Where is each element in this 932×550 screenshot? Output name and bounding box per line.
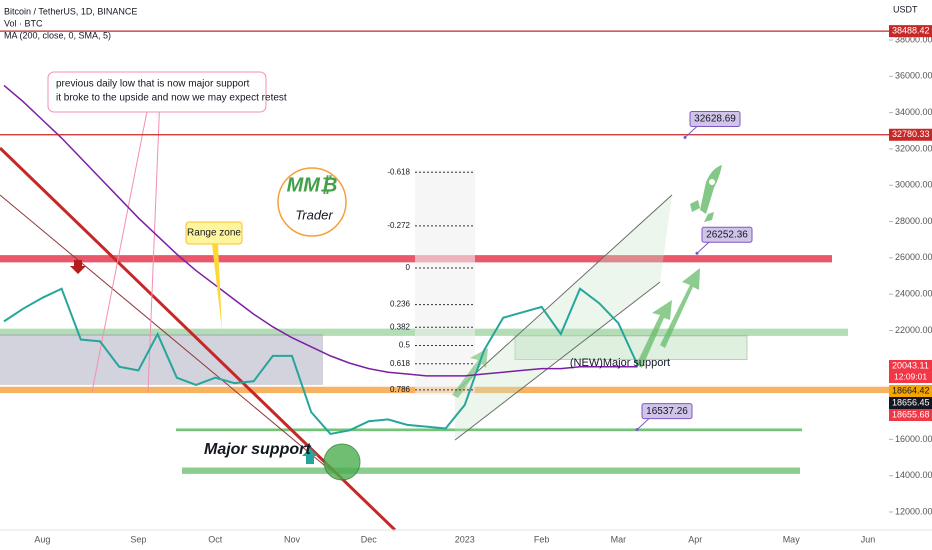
- pointer: [147, 95, 161, 393]
- callout-point: [635, 428, 639, 432]
- y-tick-label: 32000.00: [895, 143, 932, 153]
- trend-line: [0, 194, 331, 471]
- fib-label: 0: [406, 263, 411, 272]
- y-tick-label: 28000.00: [895, 216, 932, 226]
- logo: [277, 167, 347, 237]
- callout-pointer: [696, 240, 711, 254]
- y-tick-label: 34000.00: [895, 107, 932, 117]
- callout-box: [701, 226, 753, 243]
- callout-label: 32628.69: [694, 114, 736, 125]
- arrow: [660, 268, 700, 348]
- price-label-box: [889, 409, 932, 422]
- y-tick-label: 26000.00: [895, 252, 932, 262]
- y-tick-label: 36000.00: [895, 71, 932, 81]
- y-tick-label: 38000.00: [895, 34, 932, 44]
- callout-box: [689, 111, 741, 128]
- price-label: 20043.11: [892, 360, 929, 370]
- price-label-box: [889, 385, 932, 398]
- x-tick-label: Jun: [861, 534, 876, 544]
- range-pointer: [212, 244, 222, 330]
- price-label: 18664.42: [892, 385, 930, 395]
- support-circle: [323, 443, 361, 481]
- note-line: it broke to the upside and now we may ex…: [56, 93, 287, 104]
- x-tick-label: Mar: [611, 534, 627, 544]
- price-line: [3, 287, 639, 436]
- volume-label: Vol · BTC: [4, 18, 43, 28]
- price-label-box: [889, 128, 932, 141]
- ma-label: MA (200, close, 0, SMA, 5): [4, 30, 111, 40]
- x-tick-label: Oct: [208, 534, 223, 544]
- y-tick-label: 24000.00: [895, 289, 932, 299]
- range-label: Range zone: [187, 228, 241, 239]
- fib-label: 0.236: [390, 300, 411, 309]
- fib-label: 0.382: [390, 322, 411, 331]
- callout-point: [683, 136, 687, 140]
- x-tick-label: May: [783, 534, 801, 544]
- callout-label: 26252.36: [706, 229, 748, 240]
- x-tick-label: Apr: [688, 534, 702, 544]
- channel-fill: [455, 195, 672, 440]
- y-tick-label: 22000.00: [895, 325, 932, 335]
- arrow: [452, 348, 488, 398]
- fib-label: -0.272: [387, 221, 410, 230]
- fib-label: 0.5: [399, 341, 411, 350]
- ma-line: [3, 84, 638, 377]
- callout-pointer: [684, 125, 699, 138]
- zone: [176, 428, 802, 432]
- x-tick-label: Sep: [130, 534, 146, 544]
- symbol: Bitcoin / TetherUS, 1D, BINANCE: [4, 6, 137, 16]
- price-label-box: [889, 397, 932, 410]
- x-tick-label: Dec: [361, 534, 378, 544]
- logo-top: MM₿: [287, 174, 338, 196]
- up-arrow: [302, 448, 318, 464]
- countdown: 12:09:01: [894, 372, 927, 382]
- fib-label: 0.618: [390, 359, 411, 368]
- y-tick-label: 12000.00: [895, 506, 932, 516]
- price-label: 18655.68: [892, 409, 930, 419]
- fib-label: -0.618: [387, 167, 410, 176]
- callout-box: [641, 403, 693, 420]
- x-tick-label: Nov: [284, 534, 301, 544]
- new-support-label: (NEW)Major support: [570, 357, 670, 369]
- logo-bottom: Trader: [295, 207, 333, 222]
- x-tick-label: Feb: [534, 534, 550, 544]
- y-tick-label: 14000.00: [895, 470, 932, 480]
- plot: -0.618 -0.272 0 0.236 0.382 0.5 0.618 0.786 3262…: [0, 30, 889, 436]
- callout-pointer: [636, 417, 651, 430]
- note-line: previous daily low that is now major sup…: [56, 79, 250, 90]
- price-axis: [889, 0, 932, 550]
- arrow: [636, 300, 672, 368]
- y-tick-label: 30000.00: [895, 180, 932, 190]
- price-label-box: [889, 359, 932, 372]
- x-tick-label: 2023: [455, 534, 475, 544]
- note-box: [47, 71, 267, 113]
- price-label: 18656.45: [892, 397, 930, 407]
- zone: [182, 467, 800, 474]
- zone: [514, 335, 748, 361]
- price-label-box: [889, 25, 932, 38]
- axis-labels: 12000.0014000.0016000.0018000.0020000.00…: [34, 25, 932, 544]
- price-label: 32780.33: [892, 129, 930, 139]
- countdown-box: [889, 371, 932, 383]
- x-tick-label: Aug: [34, 534, 50, 544]
- currency: USDT: [893, 4, 918, 14]
- y-tick-label: 16000.00: [895, 434, 932, 444]
- rocket: [690, 165, 722, 222]
- channel-line: [454, 281, 661, 441]
- fib-label: 0.786: [390, 385, 411, 394]
- channel-line: [454, 194, 673, 393]
- fib-area: [415, 170, 475, 395]
- major-support-label: Major support: [204, 441, 311, 458]
- down-arrow: [70, 260, 86, 274]
- callout-label: 16537.26: [646, 406, 688, 417]
- price-label: 38488.42: [892, 26, 930, 36]
- callout-point: [695, 251, 699, 255]
